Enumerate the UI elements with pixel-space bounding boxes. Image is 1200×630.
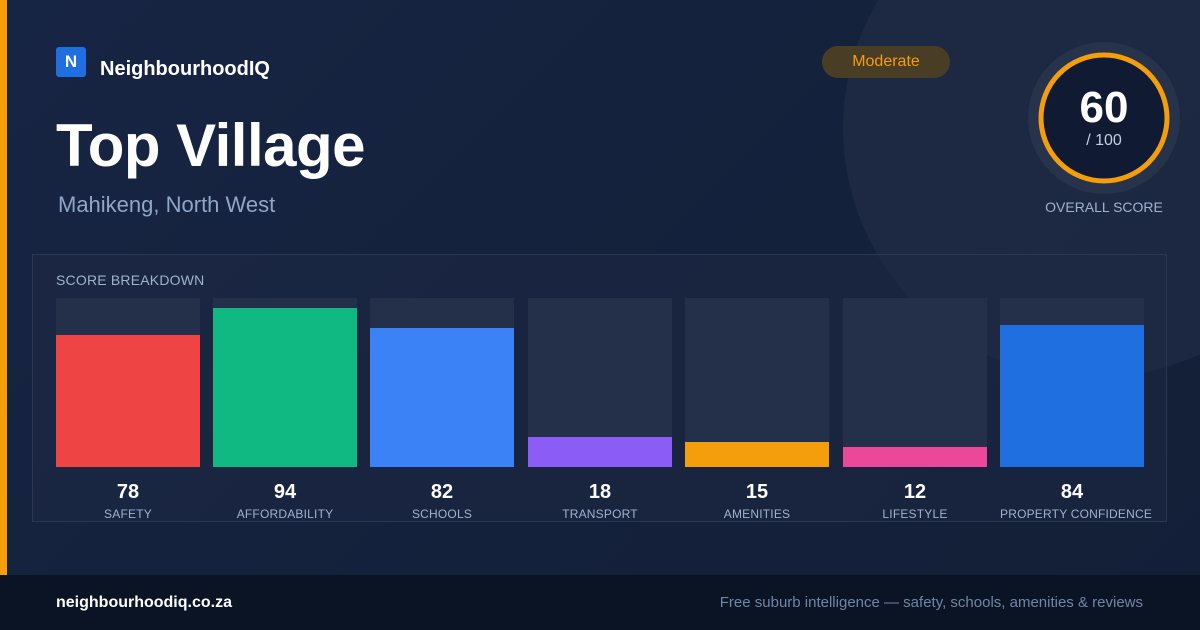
brand-name: NeighbourhoodIQ	[100, 58, 270, 80]
overall-score-caption: OVERALL SCORE	[1045, 199, 1163, 215]
bar-track	[528, 298, 672, 467]
score-bar-transport: 18 TRANSPORT	[528, 298, 672, 521]
suburb-location: Mahikeng, North West	[58, 192, 276, 217]
score-bar-amenities: 15 AMENITIES	[685, 298, 829, 521]
bar-track	[685, 298, 829, 467]
brand-logo-icon: N	[56, 46, 86, 77]
footer: neighbourhoodiq.co.za Free suburb intell…	[0, 575, 1200, 630]
accent-stripe	[0, 0, 7, 575]
bar-label: SCHOOLS	[411, 507, 473, 521]
bar-value: 18	[588, 481, 612, 503]
footer-url[interactable]: neighbourhoodiq.co.za	[56, 594, 232, 611]
suburb-title: Top Village	[56, 112, 366, 179]
bar-label: AFFORDABILITY	[236, 507, 334, 521]
score-bar-affordability: 94 AFFORDABILITY	[213, 298, 357, 521]
bar-label: AMENITIES	[723, 507, 791, 521]
bar-label: SAFETY	[104, 507, 152, 521]
score-bar-safety: 78 SAFETY	[56, 298, 200, 521]
bar-value: 84	[1060, 481, 1084, 503]
breakdown-title: SCORE BREAKDOWN	[56, 272, 205, 288]
bar-fill	[56, 335, 200, 467]
bar-fill	[528, 436, 672, 467]
overall-score-ring	[1028, 42, 1180, 194]
bar-track	[56, 298, 200, 467]
score-ring-background	[1038, 52, 1170, 184]
bar-fill	[370, 328, 514, 467]
bar-track	[843, 298, 987, 467]
brand-header: N NeighbourhoodIQ	[56, 46, 270, 81]
bar-value: 82	[430, 481, 454, 503]
score-bar-property-confidence: 84 PROPERTY CONFIDENCE	[1000, 298, 1153, 521]
bar-fill	[213, 308, 357, 467]
overall-score-value: 60	[1079, 83, 1129, 132]
bar-fill	[685, 441, 829, 467]
bar-label: PROPERTY CONFIDENCE	[1000, 507, 1153, 521]
bar-track	[370, 298, 514, 467]
bar-value: 94	[273, 481, 297, 503]
bar-fill	[843, 446, 987, 467]
score-breakdown-panel: SCORE BREAKDOWN 78 SAFETY 94 AFFORDABILI…	[32, 254, 1167, 522]
bar-track	[1000, 298, 1144, 467]
bar-label: TRANSPORT	[562, 507, 638, 521]
bar-track	[213, 298, 357, 467]
rating-badge: Moderate	[822, 46, 950, 78]
bar-value: 15	[745, 481, 769, 503]
footer-tagline: Free suburb intelligence — safety, schoo…	[719, 594, 1143, 611]
score-bar-schools: 82 SCHOOLS	[370, 298, 514, 521]
bar-label: LIFESTYLE	[882, 507, 948, 521]
bar-value: 78	[116, 481, 140, 503]
bar-fill	[1000, 325, 1144, 467]
score-bar-lifestyle: 12 LIFESTYLE	[843, 298, 987, 521]
bar-value: 12	[903, 481, 927, 503]
overall-score-max: / 100	[1086, 132, 1122, 149]
